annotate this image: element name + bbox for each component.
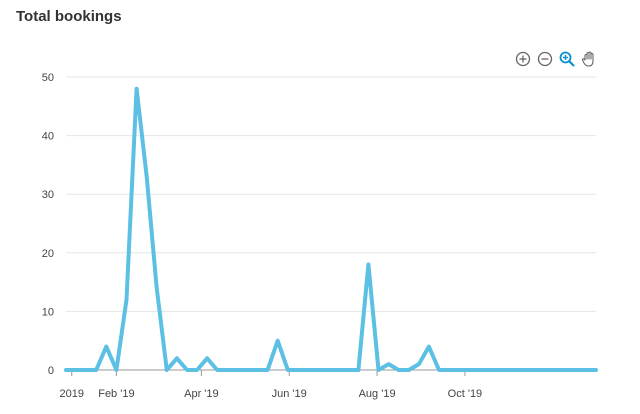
y-tick-label: 10: [42, 306, 54, 318]
x-tick-label: Jun '19: [272, 388, 307, 400]
y-tick-label: 50: [42, 72, 54, 84]
series-layer: [64, 86, 598, 372]
chart-toolbar: [514, 50, 598, 68]
y-tick-label: 40: [42, 131, 54, 143]
zoom-in-icon[interactable]: [514, 50, 532, 68]
x-tick-label: 2019: [60, 388, 84, 400]
series-line: [64, 86, 598, 372]
pan-hand-icon[interactable]: [580, 50, 598, 68]
chart-title: Total bookings: [16, 8, 122, 25]
zoom-selection-icon[interactable]: [558, 50, 576, 68]
zoom-out-icon[interactable]: [536, 50, 554, 68]
x-tick-label: Apr '19: [184, 388, 219, 400]
grid-lines: 0 10 20 30 40 50: [42, 72, 596, 377]
x-axis: 2019 Feb '19 Apr '19 Jun '19 Aug '19 Oct '19: [60, 370, 483, 400]
x-tick-label: Aug '19: [359, 388, 396, 400]
x-tick-label: Oct '19: [448, 388, 483, 400]
y-tick-label: 30: [42, 189, 54, 201]
y-tick-label: 0: [48, 365, 54, 377]
x-tick-label: Feb '19: [98, 388, 134, 400]
y-tick-label: 20: [42, 248, 54, 260]
